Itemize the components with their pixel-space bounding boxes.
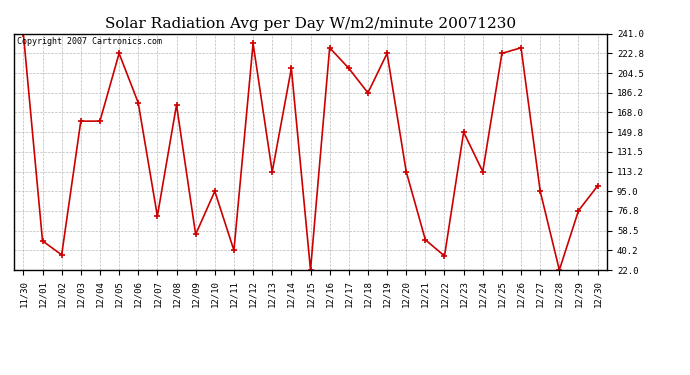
Title: Solar Radiation Avg per Day W/m2/minute 20071230: Solar Radiation Avg per Day W/m2/minute … [105, 17, 516, 31]
Text: Copyright 2007 Cartronics.com: Copyright 2007 Cartronics.com [17, 37, 161, 46]
